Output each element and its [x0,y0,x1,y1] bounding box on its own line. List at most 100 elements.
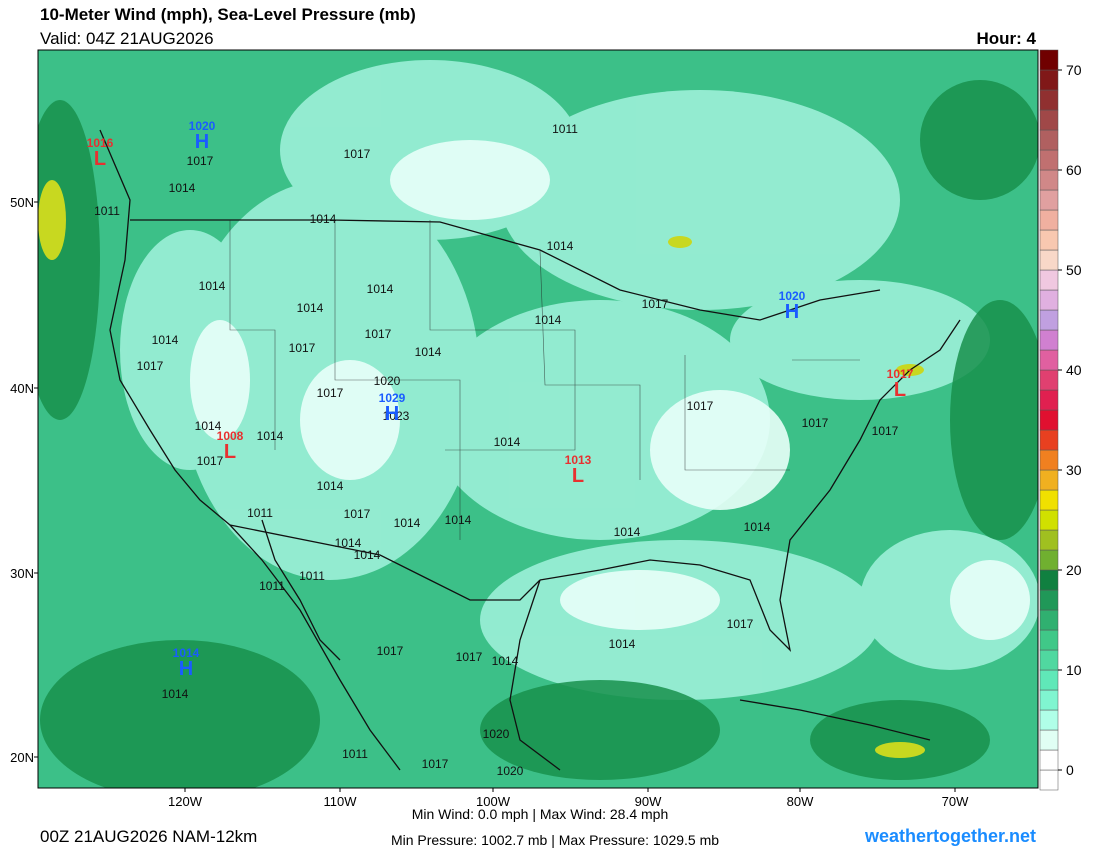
isobar-label: 1020 [497,764,524,778]
colorbar-swatch [1039,329,1059,351]
isobar-label: 1011 [342,747,368,761]
colorbar-swatch [1039,589,1059,611]
colorbar-swatch [1039,349,1059,371]
isobar-label: 1014 [445,513,472,527]
isobar-label: 1011 [299,569,325,583]
colorbar-swatch [1039,189,1059,211]
colorbar-swatch [1039,409,1059,431]
center-symbol: H [179,658,193,680]
colorbar-swatch [1039,729,1059,751]
center-symbol: L [224,441,236,463]
colorbar-swatch [1039,569,1059,591]
isobar-label: 1017 [137,359,164,373]
center-value: 1014 [173,646,200,660]
isobar-label: 1014 [547,239,574,253]
colorbar-swatch [1039,469,1059,491]
isobar-label: 1011 [94,204,120,218]
colorbar-swatch [1039,509,1059,531]
isobar-label: 1017 [727,617,754,631]
colorbar-swatch [1039,709,1059,731]
isobar-label: 1017 [687,399,714,413]
colorbar-swatch [1039,449,1059,471]
isobar-label: 1014 [169,181,196,195]
isobar-label: 1017 [344,507,371,521]
center-value: 1029 [379,391,406,405]
isobar-label: 1017 [456,650,483,664]
colorbar-label: 60 [1066,162,1082,178]
colorbar-swatch [1039,209,1059,231]
title: 10-Meter Wind (mph), Sea-Level Pressure … [40,5,416,24]
isobar-label: 1014 [354,548,381,562]
isobar-label: 1014 [152,333,179,347]
colorbar-label: 30 [1066,462,1082,478]
isobar-label: 1014 [614,525,641,539]
isobar-label: 1014 [310,212,337,226]
colorbar-swatch [1039,749,1059,771]
pressure-stats: Min Pressure: 1002.7 mb | Max Pressure: … [391,832,719,848]
lon-label: 80W [787,794,814,809]
center-symbol: H [195,131,209,153]
center-value: 1013 [565,453,592,467]
lon-label: 120W [168,794,203,809]
colorbar-swatch [1039,669,1059,691]
colorbar-swatch [1039,49,1059,71]
center-value: 1020 [779,289,806,303]
colorbar-swatch [1039,549,1059,571]
colorbar-swatch [1039,529,1059,551]
center-symbol: L [94,148,106,170]
isobar-label: 1014 [199,279,226,293]
colorbar-swatch [1039,129,1059,151]
center-value: 1017 [887,367,914,381]
center-value: 1008 [217,429,244,443]
colorbar-swatch [1039,309,1059,331]
isobar-label: 1014 [317,479,344,493]
isobar-label: 1014 [394,516,421,530]
lat-label: 50N [10,195,34,210]
colorbar-swatch [1039,249,1059,271]
isobar-label: 1014 [535,313,562,327]
colorbar-swatch [1039,89,1059,111]
colorbar-swatch [1039,429,1059,451]
isobar-label: 1017 [422,757,449,771]
colorbar-label: 20 [1066,562,1082,578]
isobar-label: 1017 [872,424,899,438]
isobar-label: 1011 [247,506,273,520]
isobar-label: 1017 [289,341,316,355]
isobar-label: 1014 [195,419,222,433]
lon-label: 110W [324,794,358,809]
site: weathertogether.net [864,826,1036,846]
isobar-label: 1014 [297,301,324,315]
isobar-label: 1011 [259,579,285,593]
colorbar-label: 40 [1066,362,1082,378]
colorbar-swatch [1039,629,1059,651]
model-run: 00Z 21AUG2026 NAM-12km [40,827,257,846]
isobar-label: 1017 [344,147,371,161]
colorbar-swatch [1039,609,1059,631]
isobar-label: 1014 [257,429,284,443]
isobar-label: 1014 [744,520,771,534]
isobar-label: 1014 [335,536,362,550]
lon-label: 100W [476,794,511,809]
center-symbol: H [385,403,399,425]
colorbar-label: 10 [1066,662,1082,678]
isobar-label: 1020 [374,374,401,388]
lat-label: 40N [10,381,34,396]
colorbar-swatch [1039,769,1059,791]
lon-label: 70W [942,794,969,809]
isobar-label: 1014 [494,435,521,449]
colorbar-swatch [1039,369,1059,391]
colorbar-swatch [1039,689,1059,711]
wind-stats: Min Wind: 0.0 mph | Max Wind: 28.4 mph [412,806,669,822]
colorbar-label: 70 [1066,62,1082,78]
forecast-hour: Hour: 4 [977,29,1037,48]
colorbar-swatch [1039,649,1059,671]
lat-label: 30N [10,566,34,581]
isobar-label: 1017 [642,297,669,311]
center-value: 1016 [87,136,114,150]
isobar-label: 1014 [415,345,442,359]
lon-label: 90W [635,794,662,809]
isobar-label: 1020 [483,727,510,741]
colorbar-swatch [1039,229,1059,251]
isobar-label: 1017 [377,644,404,658]
colorbar-label: 50 [1066,262,1082,278]
